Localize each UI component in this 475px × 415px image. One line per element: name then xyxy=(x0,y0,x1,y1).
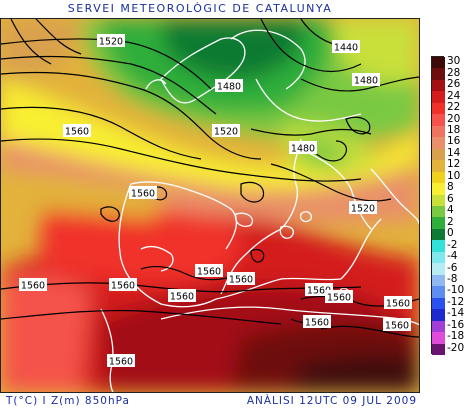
legend-swatch xyxy=(432,217,445,229)
legend-swatch xyxy=(432,102,445,115)
legend-label: 24 xyxy=(447,89,461,102)
legend-swatch xyxy=(432,240,445,252)
legend-swatch xyxy=(432,297,445,310)
svg-text:1560: 1560 xyxy=(131,189,155,200)
weather-map: 1520 1440 1480 1480 1560 1520 1480 1560 … xyxy=(0,18,420,393)
legend-swatch xyxy=(432,171,445,184)
contour-label: 1560 xyxy=(107,354,135,368)
contour-label: 1560 xyxy=(63,124,91,138)
contour-label: 1560 xyxy=(325,290,353,304)
legend-swatch xyxy=(432,206,445,218)
legend-label: 4 xyxy=(447,204,454,217)
svg-text:1520: 1520 xyxy=(351,204,375,215)
contour-labels: 1520 1440 1480 1480 1560 1520 1480 1560 … xyxy=(19,34,412,368)
contour-label: 1560 xyxy=(383,318,411,332)
legend-swatch xyxy=(432,263,445,275)
svg-text:1560: 1560 xyxy=(197,267,221,278)
legend-label: -4 xyxy=(447,250,458,263)
legend-swatch xyxy=(432,228,445,241)
legend-swatch xyxy=(432,91,445,103)
contour-label: 1560 xyxy=(19,278,47,292)
legend-swatch xyxy=(432,332,445,344)
legend-label: -16 xyxy=(447,318,465,331)
svg-text:1560: 1560 xyxy=(305,318,329,329)
legend-swatch xyxy=(432,148,445,161)
legend-swatch xyxy=(432,137,445,149)
legend-label: -20 xyxy=(447,341,465,354)
svg-text:1520: 1520 xyxy=(99,37,123,48)
legend-label: -8 xyxy=(447,273,458,285)
legend-label: 16 xyxy=(447,135,461,148)
legend-label: -14 xyxy=(447,307,465,320)
legend-label: -10 xyxy=(447,284,465,297)
contour-label: 1480 xyxy=(215,79,243,93)
legend-swatch xyxy=(432,57,445,69)
contour-label: 1560 xyxy=(168,289,196,303)
legend-label: 10 xyxy=(447,169,461,182)
analysis-time: ANÀLISI 12UTC 09 JUL 2009 xyxy=(246,395,417,407)
svg-text:1560: 1560 xyxy=(65,127,89,138)
legend-label: 2 xyxy=(447,215,454,228)
legend-swatch xyxy=(432,79,445,92)
legend-label: 22 xyxy=(447,101,461,114)
svg-text:1440: 1440 xyxy=(334,43,358,54)
legend-label: 30 xyxy=(447,55,461,68)
legend-swatch xyxy=(432,286,445,298)
contour-label: 1560 xyxy=(384,296,412,310)
legend-swatch xyxy=(432,160,445,172)
contour-label: 1520 xyxy=(212,124,240,138)
legend-swatch xyxy=(432,343,445,355)
legend-label: 26 xyxy=(447,78,461,91)
legend-swatch xyxy=(432,274,445,287)
svg-text:1560: 1560 xyxy=(109,357,133,368)
svg-text:1560: 1560 xyxy=(111,281,135,292)
svg-text:1480: 1480 xyxy=(354,76,378,87)
svg-text:1560: 1560 xyxy=(170,292,194,303)
legend-label: -6 xyxy=(447,261,458,274)
legend-label: -12 xyxy=(447,295,465,308)
contour-label: 1560 xyxy=(109,278,137,292)
legend-label: 20 xyxy=(447,112,461,125)
contour-label: 1560 xyxy=(227,272,255,286)
legend-color-bar xyxy=(431,56,445,355)
legend-swatch xyxy=(432,125,445,138)
svg-text:1520: 1520 xyxy=(214,127,238,138)
legend-label: -18 xyxy=(447,330,465,343)
map-title: SERVEI METEOROLÒGIC DE CATALUNYA xyxy=(67,2,333,15)
legend-label: 8 xyxy=(447,181,454,194)
svg-text:1560: 1560 xyxy=(385,321,409,332)
legend-swatch xyxy=(432,183,445,195)
contour-label: 1520 xyxy=(97,34,125,48)
legend-label: 28 xyxy=(447,66,461,79)
legend-label: 12 xyxy=(447,158,461,171)
legend-label: 14 xyxy=(447,146,461,159)
svg-text:1560: 1560 xyxy=(307,286,331,297)
contour-label: 1560 xyxy=(195,264,223,278)
contour-label: 1520 xyxy=(349,201,377,215)
svg-text:1560: 1560 xyxy=(386,299,410,310)
legend-label: 6 xyxy=(447,192,454,205)
legend-label: 0 xyxy=(447,227,454,240)
legend-label: 18 xyxy=(447,124,461,136)
contour-label: 1480 xyxy=(289,141,317,155)
contour-label: 1480 xyxy=(352,73,380,87)
contour-label: 1440 xyxy=(332,40,360,54)
legend-swatch xyxy=(432,309,445,321)
legend-swatch xyxy=(432,194,445,206)
contour-label: 1560 xyxy=(303,315,331,329)
field-description: T(°C) I Z(m) 850hPa xyxy=(6,395,130,407)
legend-swatch xyxy=(432,114,445,126)
legend-swatch xyxy=(432,68,445,80)
temperature-field: 1520 1440 1480 1480 1560 1520 1480 1560 … xyxy=(0,18,420,393)
svg-text:1560: 1560 xyxy=(21,281,45,292)
legend-swatch xyxy=(432,251,445,264)
legend-swatch xyxy=(432,320,445,333)
legend-label: -2 xyxy=(447,238,458,251)
svg-text:1560: 1560 xyxy=(327,293,351,304)
contour-label: 1560 xyxy=(129,186,157,200)
svg-text:1480: 1480 xyxy=(217,82,241,93)
svg-text:1480: 1480 xyxy=(291,144,315,155)
svg-text:1560: 1560 xyxy=(229,275,253,286)
